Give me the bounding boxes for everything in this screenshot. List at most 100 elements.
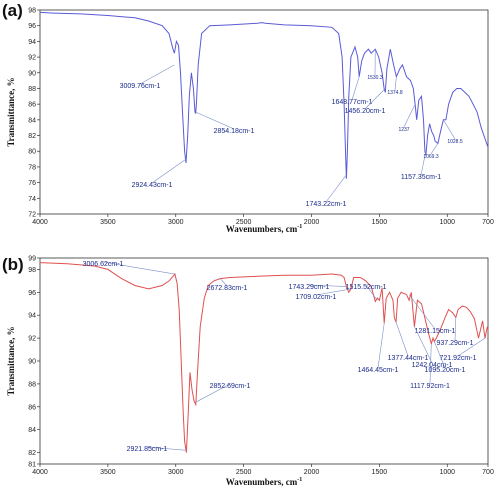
y-tick-label: 88 [28, 381, 36, 388]
annotation-leader [102, 261, 175, 275]
y-tick-label: 94 [28, 39, 36, 46]
y-tick-label: 98 [28, 267, 36, 274]
spectrum-line [39, 262, 489, 453]
peak-annotation: 2672.83cm-1 [207, 285, 248, 292]
y-tick-label: 81 [28, 462, 36, 469]
spectrum-line [39, 11, 489, 179]
y-tick-label: 96 [28, 23, 36, 30]
annotation-leader [365, 284, 378, 301]
y-axis-title: Transmittance, % [6, 326, 16, 395]
annotation-leader [430, 143, 439, 155]
annotation-leader [434, 341, 446, 369]
x-tick-label: 2500 [236, 219, 252, 226]
y-tick-label: 80 [28, 149, 36, 156]
annotation-leader [414, 326, 433, 364]
y-tick-label: 78 [28, 164, 36, 171]
x-tick-label: 3000 [168, 219, 184, 226]
y-tick-label: 98 [28, 8, 36, 15]
annotation-leader [395, 321, 409, 357]
annotation-leader [429, 343, 432, 385]
peak-annotation: 1464.45cm-1 [358, 367, 399, 374]
peak-annotation: 1530.3 [367, 75, 383, 81]
y-tick-label: 99 [28, 256, 36, 263]
annotation-leader [377, 323, 385, 369]
y-tick-label: 82 [28, 450, 36, 457]
annotation-leader [139, 64, 175, 85]
peak-annotation: 1157.35cm-1 [401, 174, 441, 181]
peak-annotation: 1648.77cm-1 [332, 99, 373, 106]
annotation-leader [315, 288, 352, 296]
x-tick-label: 700 [482, 219, 494, 226]
chart-panel-b: (b) 4000 3500 3000 2500 2000 1500 1000 700 81 82 84… [2, 255, 494, 487]
peak-annotation: 2921.85cm-1 [127, 446, 168, 453]
x-tick-label: 1500 [372, 469, 388, 476]
x-axis-title-sup: -1 [297, 477, 302, 483]
peak-annotation: 1117.92cm-1 [410, 383, 450, 390]
x-tick-label: 3500 [100, 219, 116, 226]
panel-label: (b) [2, 255, 24, 274]
x-tick-label: 1500 [372, 219, 388, 226]
y-tick-label: 86 [28, 102, 36, 109]
peak-annotation: 1242.04cm-1 [412, 362, 453, 369]
y-tick-label: 82 [28, 133, 36, 140]
x-axis-title: Wavenumbers, cm-1 [226, 224, 303, 234]
annotation-leader [146, 446, 187, 451]
peak-annotation: 1515.52cm-1 [346, 284, 387, 291]
y-tick-label: 84 [28, 117, 36, 124]
annotation-leader [364, 88, 386, 110]
peak-annotation: 1456.20cm-1 [345, 108, 386, 115]
x-axis-title-sup: -1 [297, 224, 302, 230]
x-tick-label: 2000 [304, 469, 320, 476]
peak-annotation: 937.29cm-1 [437, 340, 474, 347]
peak-annotation: 2852.69cm-1 [210, 383, 251, 390]
annotation-leader [403, 104, 416, 128]
plot-frame [39, 9, 489, 215]
x-tick-label: 4000 [32, 219, 48, 226]
x-tick-label: 2500 [236, 469, 252, 476]
annotation-leader [420, 151, 427, 176]
annotation-leader [195, 111, 235, 130]
annotation-leader [351, 76, 360, 101]
peak-annotation: 1709.02cm-1 [296, 294, 337, 301]
x-tick-label: 1000 [439, 219, 455, 226]
y-tick-label: 96 [28, 290, 36, 297]
annotation-leader [195, 383, 231, 403]
annotation-leader [408, 294, 436, 330]
annotation-leader [308, 284, 347, 287]
y-tick-label: 90 [28, 359, 36, 366]
y-tick-label: 92 [28, 336, 36, 343]
y-tick-label: 92 [28, 55, 36, 62]
y-axis-title: Transmittance, % [6, 77, 16, 146]
peak-annotation: 1743.29cm-1 [289, 284, 330, 291]
peak-annotation: 2924.43cm-1 [132, 182, 173, 189]
x-tick-label: 1000 [439, 469, 455, 476]
y-tick-label: 72 [28, 212, 36, 219]
y-tick-label: 94 [28, 313, 36, 320]
peak-annotation: 3009.76cm-1 [120, 83, 161, 90]
y-tick-label: 88 [28, 86, 36, 93]
chart-panel-a: (a) 4000 3500 3000 2500 2000 1500 1000 700 72 74 76… [2, 1, 494, 234]
annotation-leader [394, 76, 397, 91]
annotation-leader [325, 174, 347, 203]
peak-annotation: 1237 [398, 127, 409, 133]
peak-annotation: 1028.5 [447, 139, 463, 145]
peak-annotation: 2854.18cm-1 [214, 128, 255, 135]
annotation-leader [457, 337, 486, 357]
peak-annotation: 3006.62cm-1 [83, 261, 124, 268]
x-tick-label: 2000 [304, 219, 320, 226]
peak-annotation: 1095.20cm-1 [425, 367, 466, 374]
panel-label: (a) [2, 1, 23, 20]
peak-annotation: 1743.22cm-1 [306, 201, 347, 208]
annotation-leader [151, 158, 187, 184]
x-tick-label: 700 [482, 469, 494, 476]
peak-annotation: 721.92cm-1 [440, 355, 477, 362]
peak-annotation: 1377.44cm-1 [388, 355, 429, 362]
x-tick-label: 3000 [168, 469, 184, 476]
annotation-leader [443, 119, 456, 140]
x-tick-label: 4000 [32, 469, 48, 476]
y-tick-label: 76 [28, 180, 36, 187]
peak-annotation: 1281.15cm-1 [415, 328, 456, 335]
y-tick-label: 74 [28, 196, 36, 203]
peak-annotation: 1069.3 [423, 154, 439, 160]
